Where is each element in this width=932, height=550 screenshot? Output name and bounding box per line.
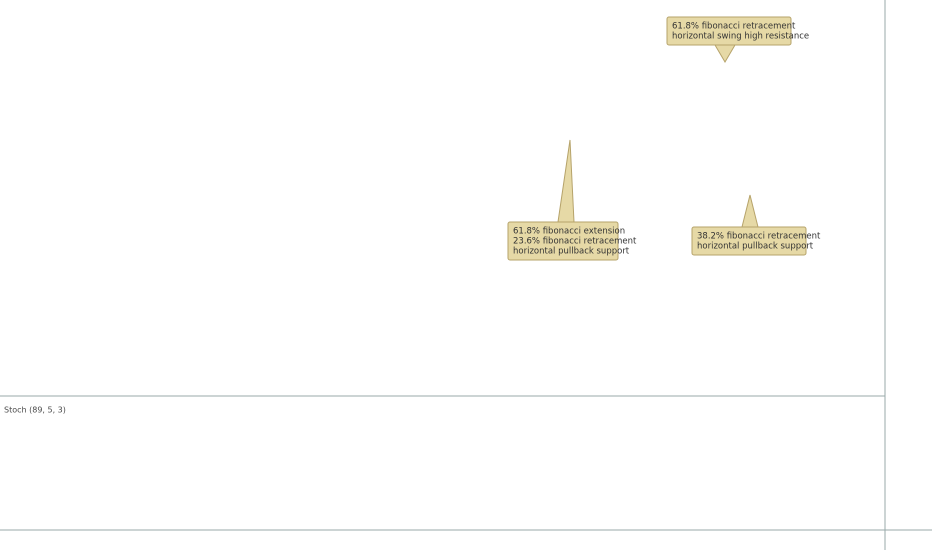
callout-box xyxy=(507,221,619,261)
callout-text: horizontal pullback support xyxy=(513,247,630,257)
indicator-title: Stoch (89, 5, 3) xyxy=(4,406,66,415)
callout-box xyxy=(666,16,792,46)
callout-text: 61.8% fibonacci extension xyxy=(513,227,625,237)
callout-text: 61.8% fibonacci retracement xyxy=(672,22,796,32)
callout-box xyxy=(691,226,807,256)
callout-text: 23.6% fibonacci retracement xyxy=(513,237,637,247)
callout-text: 38.2% fibonacci retracement xyxy=(697,232,821,242)
callout-text: horizontal swing high resistance xyxy=(672,32,809,42)
callout-text: horizontal pullback support xyxy=(697,242,814,252)
